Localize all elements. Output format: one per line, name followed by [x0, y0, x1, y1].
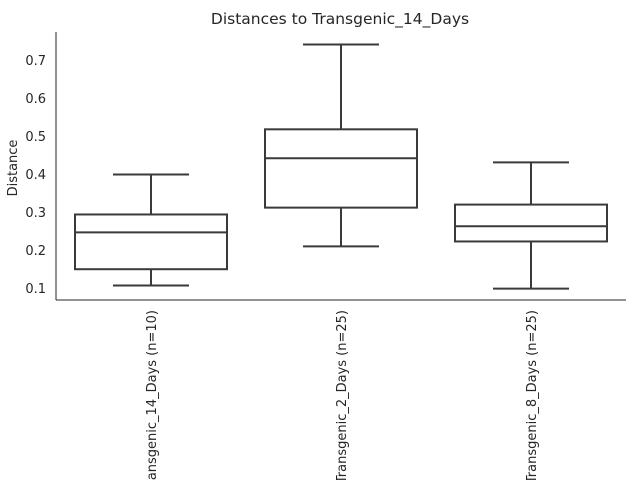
y-axis-label: Distance	[6, 140, 21, 197]
iqr-box	[264, 128, 418, 209]
x-axis-ticks: Transgenic_14_Days (n=10) Transgenic_2_Da…	[145, 310, 540, 480]
box-group	[454, 161, 608, 290]
iqr-box	[454, 203, 608, 243]
chart-title: Distances to Transgenic_14_Days	[211, 10, 469, 29]
box-group	[74, 173, 228, 287]
x-tick-label: Transgenic_2_Days (n=25)	[335, 310, 350, 480]
y-tick-label: 0.6	[25, 92, 46, 107]
box-group	[264, 43, 418, 248]
iqr-box	[74, 213, 228, 271]
y-axis-ticks: 0.1 0.2 0.3 0.4 0.5 0.6 0.7	[25, 54, 46, 297]
y-tick-label: 0.4	[25, 168, 46, 183]
y-tick-label: 0.2	[25, 244, 46, 259]
y-tick-label: 0.7	[25, 54, 46, 69]
y-tick-label: 0.1	[25, 282, 46, 297]
x-tick-label: Transgenic_14_Days (n=10)	[145, 310, 160, 480]
y-tick-label: 0.3	[25, 206, 46, 221]
x-tick-label: Transgenic_8_Days (n=25)	[525, 310, 540, 480]
box-series	[74, 43, 608, 290]
y-tick-label: 0.5	[25, 130, 46, 145]
